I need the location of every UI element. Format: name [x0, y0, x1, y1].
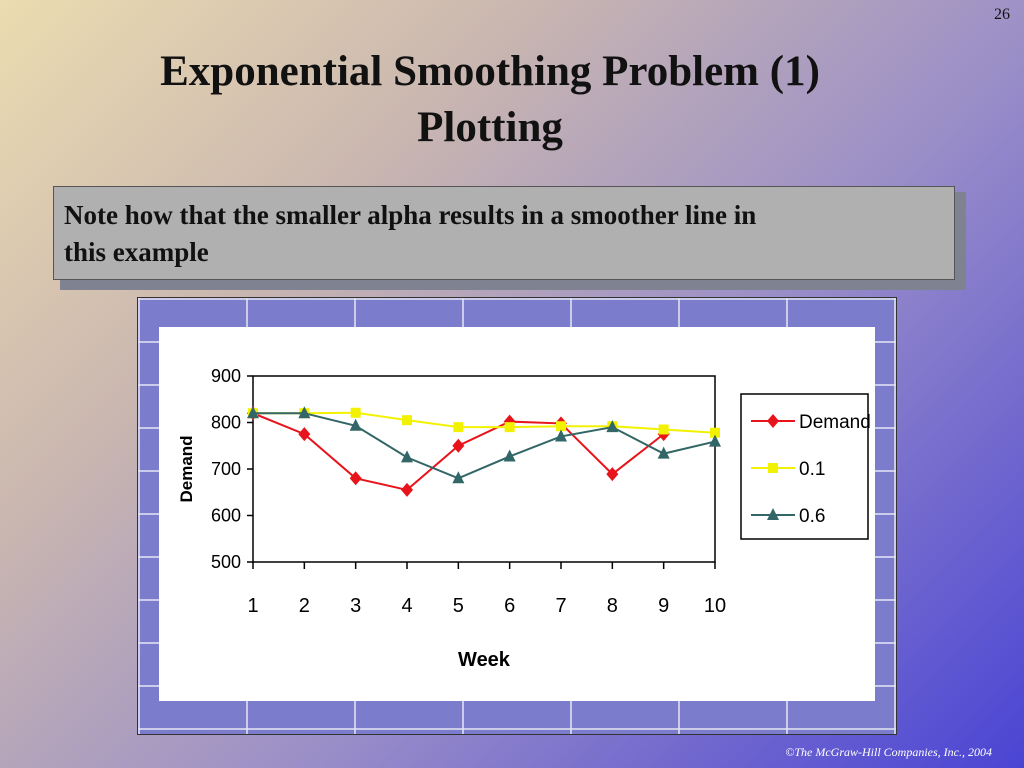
- y-tick-label: 500: [211, 552, 241, 572]
- series-line-1: [253, 411, 716, 434]
- x-tick-label: 4: [401, 595, 412, 617]
- series-1-point: [710, 427, 720, 438]
- x-tick-label: 9: [658, 595, 669, 617]
- series-2-point: [298, 406, 311, 419]
- note-box: Note how that the smaller alpha results …: [53, 186, 955, 280]
- slide-number: 26: [994, 6, 1010, 23]
- legend-label-2: 0.6: [799, 506, 825, 527]
- note-line-1: Note how that the smaller alpha results …: [64, 200, 757, 230]
- series-line-2: [253, 412, 716, 480]
- series-2-point: [555, 429, 567, 442]
- series-1-point: [556, 421, 566, 432]
- series-2-point: [606, 420, 619, 433]
- series-0-point: [401, 482, 413, 497]
- title-line-2: Plotting: [417, 104, 563, 151]
- legend-label-1: 0.1: [799, 459, 825, 480]
- series-2-point: [709, 434, 721, 447]
- x-tick-label: 3: [350, 595, 361, 617]
- legend-label-0: Demand: [799, 412, 871, 433]
- series-2-point: [452, 471, 465, 484]
- series-2-point: [503, 449, 516, 462]
- series-2-point: [247, 406, 259, 419]
- x-tick-label: 1: [247, 595, 258, 617]
- legend-marker-1: [768, 463, 778, 473]
- x-tick-label: 7: [555, 595, 566, 617]
- series-0-point: [606, 467, 619, 482]
- series-0-point: [298, 427, 311, 442]
- x-tick-label: 8: [607, 595, 618, 617]
- legend-marker-0: [767, 414, 779, 428]
- y-tick-label: 800: [211, 413, 241, 433]
- series-2-point: [401, 450, 413, 463]
- series-1-point: [658, 424, 669, 435]
- series-2-point: [657, 446, 670, 459]
- series-0-point: [452, 438, 465, 453]
- x-tick-label: 10: [704, 595, 726, 617]
- x-tick-label: 6: [504, 595, 515, 617]
- y-axis-title: Demand: [177, 435, 196, 502]
- note-line-2: this example: [64, 237, 209, 267]
- x-tick-label: 2: [299, 595, 310, 617]
- y-tick-label: 900: [211, 366, 241, 386]
- series-1-point: [350, 407, 361, 418]
- series-0-point: [349, 471, 362, 486]
- chart-frame: 500 600 700 800 900 1 2 3 4 5 6 7 8 9 10 Week Demand Dema…: [137, 297, 897, 735]
- series-1-point: [402, 415, 412, 426]
- series-1-point: [453, 422, 464, 433]
- x-tick-label: 5: [453, 595, 464, 617]
- y-tick-label: 600: [211, 506, 241, 526]
- line-chart: 500 600 700 800 900 1 2 3 4 5 6 7 8 9 10 Week Demand Dema…: [159, 327, 875, 701]
- x-axis-title: Week: [458, 649, 511, 671]
- legend-marker-2: [767, 508, 779, 520]
- y-tick-label: 700: [211, 459, 241, 479]
- series-2-point: [349, 418, 362, 431]
- copyright-notice: ©The McGraw-Hill Companies, Inc., 2004: [785, 745, 992, 759]
- title-line-1: Exponential Smoothing Problem (1): [160, 48, 820, 95]
- series-1-point: [504, 422, 515, 433]
- slide-title: Exponential Smoothing Problem (1) Plotti…: [0, 44, 980, 156]
